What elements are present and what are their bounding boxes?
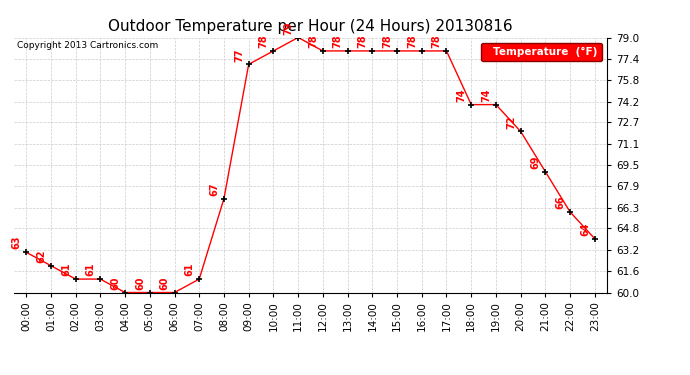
Text: 74: 74 [457, 88, 466, 102]
Legend: Temperature  (°F): Temperature (°F) [481, 43, 602, 61]
Text: 61: 61 [184, 263, 195, 276]
Text: 63: 63 [12, 236, 21, 249]
Text: 78: 78 [259, 34, 268, 48]
Title: Outdoor Temperature per Hour (24 Hours) 20130816: Outdoor Temperature per Hour (24 Hours) … [108, 18, 513, 33]
Text: Copyright 2013 Cartronics.com: Copyright 2013 Cartronics.com [17, 41, 158, 50]
Text: 67: 67 [209, 182, 219, 196]
Text: 69: 69 [531, 155, 541, 169]
Text: 60: 60 [160, 276, 170, 290]
Text: 66: 66 [555, 196, 565, 209]
Text: 60: 60 [135, 276, 145, 290]
Text: 78: 78 [382, 34, 393, 48]
Text: 72: 72 [506, 115, 516, 129]
Text: 78: 78 [407, 34, 417, 48]
Text: 78: 78 [308, 34, 318, 48]
Text: 60: 60 [110, 276, 120, 290]
Text: 61: 61 [86, 263, 96, 276]
Text: 78: 78 [432, 34, 442, 48]
Text: 78: 78 [357, 34, 368, 48]
Text: 64: 64 [580, 222, 590, 236]
Text: 79: 79 [284, 21, 293, 35]
Text: 61: 61 [61, 263, 71, 276]
Text: 74: 74 [481, 88, 491, 102]
Text: 77: 77 [234, 48, 244, 62]
Text: 62: 62 [36, 249, 46, 263]
Text: 78: 78 [333, 34, 343, 48]
